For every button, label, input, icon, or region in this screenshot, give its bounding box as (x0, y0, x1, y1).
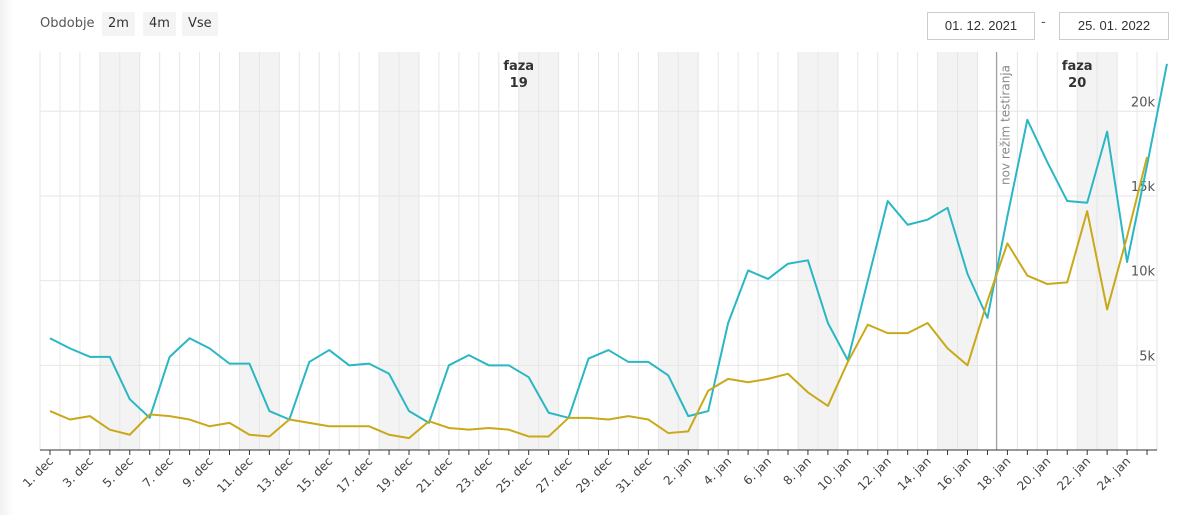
x-tick-label: 7. dec (140, 454, 176, 490)
x-tick-label: 31. dec (613, 454, 654, 495)
x-tick-label: 6. jan (741, 454, 775, 488)
x-tick-label: 19. dec (374, 454, 415, 495)
date-from-input[interactable] (927, 12, 1035, 40)
y-tick-label: 5k (1139, 349, 1155, 364)
x-tick-label: 5. dec (100, 454, 136, 490)
x-tick-label: 21. dec (414, 454, 455, 495)
y-tick-label: 10k (1131, 265, 1156, 280)
x-tick-label: 27. dec (533, 454, 574, 495)
x-tick-label: 17. dec (334, 454, 375, 495)
x-tick-label: 15. dec (294, 454, 335, 495)
period-label: Obdobje (40, 16, 95, 31)
testing-regime-label: nov režim testiranja (998, 65, 1012, 185)
x-tick-label: 10. jan (815, 454, 854, 493)
x-tick-label: 14. jan (895, 454, 934, 493)
x-tick-label: 9. dec (180, 454, 216, 490)
left-frame-shadow (0, 0, 14, 515)
x-tick-label: 24. jan (1094, 454, 1133, 493)
date-separator: - (1041, 15, 1046, 30)
range-4m-button[interactable]: 4m (143, 12, 176, 36)
x-tick-label: 25. dec (493, 454, 534, 495)
x-tick-label: 3. dec (60, 454, 96, 490)
x-tick-label: 23. dec (454, 454, 495, 495)
y-tick-label: 20k (1131, 95, 1156, 110)
x-tick-label: 1. dec (20, 454, 56, 490)
phase-number: 19 (510, 76, 528, 91)
phase-label: faza (1062, 59, 1093, 74)
range-2m-button[interactable]: 2m (102, 12, 135, 36)
phase-label: faza (503, 59, 534, 74)
x-tick-label: 22. jan (1054, 454, 1093, 493)
x-tick-label: 18. jan (974, 454, 1013, 493)
series-line-positive (49, 156, 1148, 440)
x-tick-label: 12. jan (855, 454, 894, 493)
phase-number: 20 (1068, 76, 1086, 91)
x-tick-label: 13. dec (254, 454, 295, 495)
x-tick-label: 29. dec (573, 454, 614, 495)
range-all-button[interactable]: Vse (182, 12, 218, 36)
series-line-total (49, 63, 1168, 424)
x-tick-label: 2. jan (661, 454, 695, 488)
x-tick-label: 16. jan (935, 454, 974, 493)
x-tick-label: 8. jan (780, 454, 814, 488)
x-tick-label: 11. dec (214, 454, 255, 495)
date-to-input[interactable] (1059, 12, 1169, 40)
x-tick-label: 4. jan (701, 454, 735, 488)
x-tick-label: 20. jan (1014, 454, 1053, 493)
